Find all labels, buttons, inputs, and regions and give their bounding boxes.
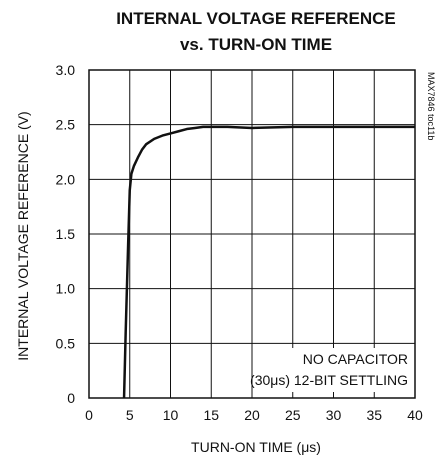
x-tick-label: 40 [407,407,423,423]
y-tick-label: 2.0 [56,171,76,187]
x-tick-label: 10 [163,407,179,423]
series-line [122,125,415,399]
y-tick-label: 1.5 [56,226,76,242]
y-tick-label: 1.0 [56,281,76,297]
x-tick-label: 35 [366,407,382,423]
series-group [122,125,415,399]
chart-title-line2: vs. TURN-ON TIME [180,35,332,54]
x-tick-label: 5 [126,407,134,423]
y-tick-label: 2.5 [56,117,76,133]
x-tick-label: 15 [203,407,219,423]
y-tick-label: 0 [67,390,75,406]
annotation-line1: NO CAPACITOR [303,351,408,367]
x-tick-label: 25 [285,407,301,423]
plot-frame [88,69,416,399]
x-tick-label: 30 [326,407,342,423]
tick-labels: 0 5 10 15 20 25 30 35 40 0 0.5 1.0 1.5 2.0 2.5 3.0 [56,62,423,423]
y-tick-label: 3.0 [56,62,76,78]
grid [88,69,416,399]
x-axis-label: TURN-ON TIME (μs) [191,439,321,455]
x-tick-label: 0 [85,407,93,423]
annotation-line2: (30μs) 12-BIT SETTLING [250,372,408,388]
figure-code: MAX7846 toc11b [426,72,436,140]
annotation-background [265,348,413,392]
y-axis-label: INTERNAL VOLTAGE REFERENCE (V) [15,111,31,360]
y-tick-label: 0.5 [56,335,76,351]
chart-title-line1: INTERNAL VOLTAGE REFERENCE [116,9,396,28]
x-tick-label: 20 [244,407,260,423]
